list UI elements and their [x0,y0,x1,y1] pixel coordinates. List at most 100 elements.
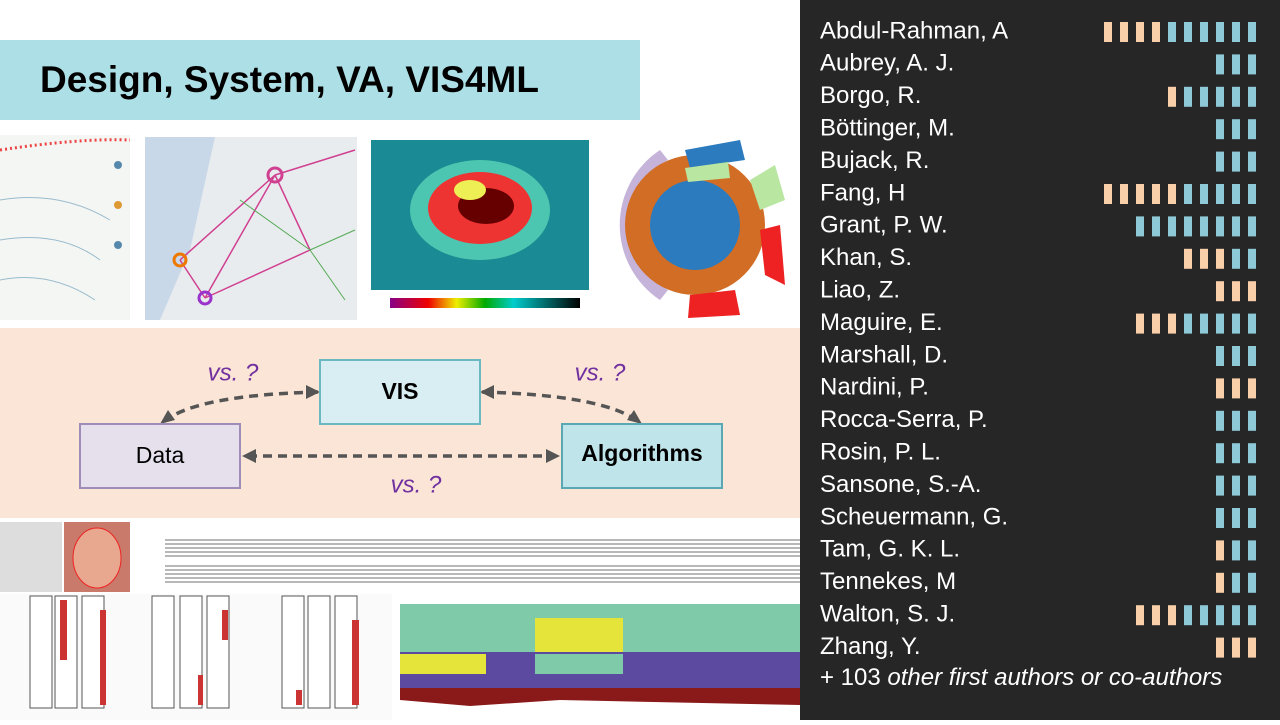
blue-bars [1232,248,1256,269]
blue-bar [1232,508,1240,528]
tan-bar [1248,281,1256,302]
tan-bars [1184,248,1224,269]
author-name: Tennekes, M [820,568,956,595]
blue-bars [1232,572,1256,593]
author-name: Sansone, S.-A. [820,471,981,498]
blue-bar [1216,605,1224,626]
tan-bar [1136,313,1144,334]
tan-bars [1168,86,1176,107]
author-panel [800,0,1280,720]
footer-text: other first authors or co-authors [887,664,1222,691]
blue-bar [1216,443,1224,464]
blue-bar [1136,216,1144,237]
blue-bar [1248,508,1256,528]
diagram-arrows [164,390,637,458]
blue-bar [1248,540,1256,561]
image-satellite [371,140,589,308]
blue-bar [1232,475,1240,496]
image-stream [400,604,800,706]
author-name: Rosin, P. L. [820,439,941,466]
tan-bar [1232,281,1240,302]
tan-bar [1136,22,1144,42]
tan-bars [1104,22,1160,42]
blue-bar [1248,86,1256,107]
tan-bar [1120,22,1128,42]
title-bar [0,40,640,120]
blue-bar [1232,605,1240,626]
tan-bars [1216,572,1224,593]
blue-bar [1200,216,1208,237]
author-name: Nardini, P. [820,374,929,401]
author-list: Abdul-Rahman, A Aubrey, A. J. Borgo, R. Böt… [820,17,1256,660]
edge-label: vs. ? [575,359,626,386]
author-name: Böttinger, M. [820,115,955,142]
tan-bar [1152,605,1160,626]
blue-bar [1232,54,1240,75]
blue-bars [1216,508,1256,528]
tan-bars [1136,605,1176,626]
title: Design, System, VA, VIS4ML [40,59,539,100]
tan-bar [1104,22,1112,42]
blue-bar [1248,54,1256,75]
blue-bar [1216,410,1224,431]
tan-bar [1232,637,1240,658]
tan-bar [1216,540,1224,561]
blue-bar [1216,184,1224,204]
tan-bar [1248,378,1256,399]
tan-bar [1216,248,1224,269]
blue-bar [1184,216,1192,237]
image-music-score [163,530,800,586]
tan-bar [1168,184,1176,204]
blue-bar [1184,313,1192,334]
blue-bar [1184,86,1192,107]
node-box [79,423,241,489]
image-map [145,137,357,320]
blue-bar [1216,86,1224,107]
edge-label: vs. ? [391,471,442,498]
blue-bar [1248,572,1256,593]
footer-count: + 103 [820,664,881,691]
blue-bars [1216,443,1256,464]
blue-bar [1200,605,1208,626]
blue-bar [1216,22,1224,42]
author-name: Liao, Z. [820,277,900,304]
blue-bars [1216,346,1256,366]
node-label: VIS [381,378,418,404]
author-name: Zhang, Y. [820,633,921,660]
blue-bar [1152,216,1160,237]
blue-bar [1216,216,1224,237]
tan-bar [1168,86,1176,107]
blue-bars [1232,540,1256,561]
blue-bars [1216,475,1256,496]
blue-bars [1136,216,1256,237]
blue-bar [1248,119,1256,140]
blue-bar [1216,508,1224,528]
author-name: Marshall, D. [820,341,948,368]
image-radial [0,135,131,320]
node-label: Algorithms [581,440,702,466]
author-name: Walton, S. J. [820,601,955,628]
author-name: Tam, G. K. L. [820,536,960,563]
blue-bar [1232,540,1240,561]
image-sunburst [619,140,785,318]
author-name: Khan, S. [820,244,912,271]
tan-bars [1104,184,1176,204]
author-name: Abdul-Rahman, A [820,17,1008,44]
blue-bar [1248,346,1256,366]
tan-bar [1216,572,1224,593]
tan-bar [1136,184,1144,204]
edge-label: vs. ? [208,359,259,386]
blue-bars [1184,86,1256,107]
blue-bar [1248,151,1256,172]
blue-bar [1216,119,1224,140]
author-name: Scheuermann, G. [820,503,1008,530]
blue-bar [1248,605,1256,626]
blue-bar [1216,151,1224,172]
blue-bar [1200,22,1208,42]
arrow-heads [160,385,642,463]
blue-bar [1232,119,1240,140]
blue-bar [1216,475,1224,496]
blue-bar [1216,346,1224,366]
tan-bar [1104,184,1112,204]
